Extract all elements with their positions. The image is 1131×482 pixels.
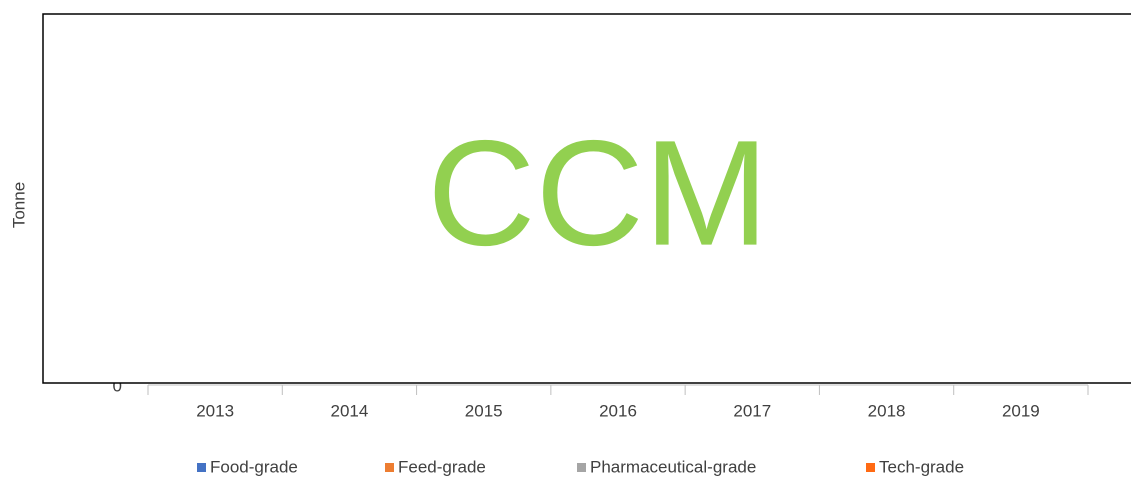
x-tick-label: 2013	[196, 401, 234, 420]
legend-label: Food-grade	[210, 457, 298, 476]
x-tick-label: 2017	[733, 401, 771, 420]
legend-swatch	[197, 463, 206, 472]
legend-swatch	[866, 463, 875, 472]
legend-swatch	[577, 463, 586, 472]
x-tick-label: 2014	[331, 401, 369, 420]
x-tick-label: 2015	[465, 401, 503, 420]
x-tick-label: 2018	[868, 401, 906, 420]
plot-area: 0 2013 2014 2015 2016 2017 2018 2019	[113, 376, 1089, 420]
legend: Food-grade Feed-grade Pharmaceutical-grade…	[197, 457, 964, 476]
y-axis-label: Tonne	[9, 182, 28, 228]
legend-label: Pharmaceutical-grade	[590, 457, 756, 476]
legend-label: Tech-grade	[879, 457, 964, 476]
x-tick-label: 2016	[599, 401, 637, 420]
watermark: CCM	[427, 109, 769, 277]
legend-label: Feed-grade	[398, 457, 486, 476]
watermark-box	[42, 13, 1131, 384]
x-tick-label: 2019	[1002, 401, 1040, 420]
y-tick-label: 0	[113, 376, 122, 395]
legend-swatch	[385, 463, 394, 472]
